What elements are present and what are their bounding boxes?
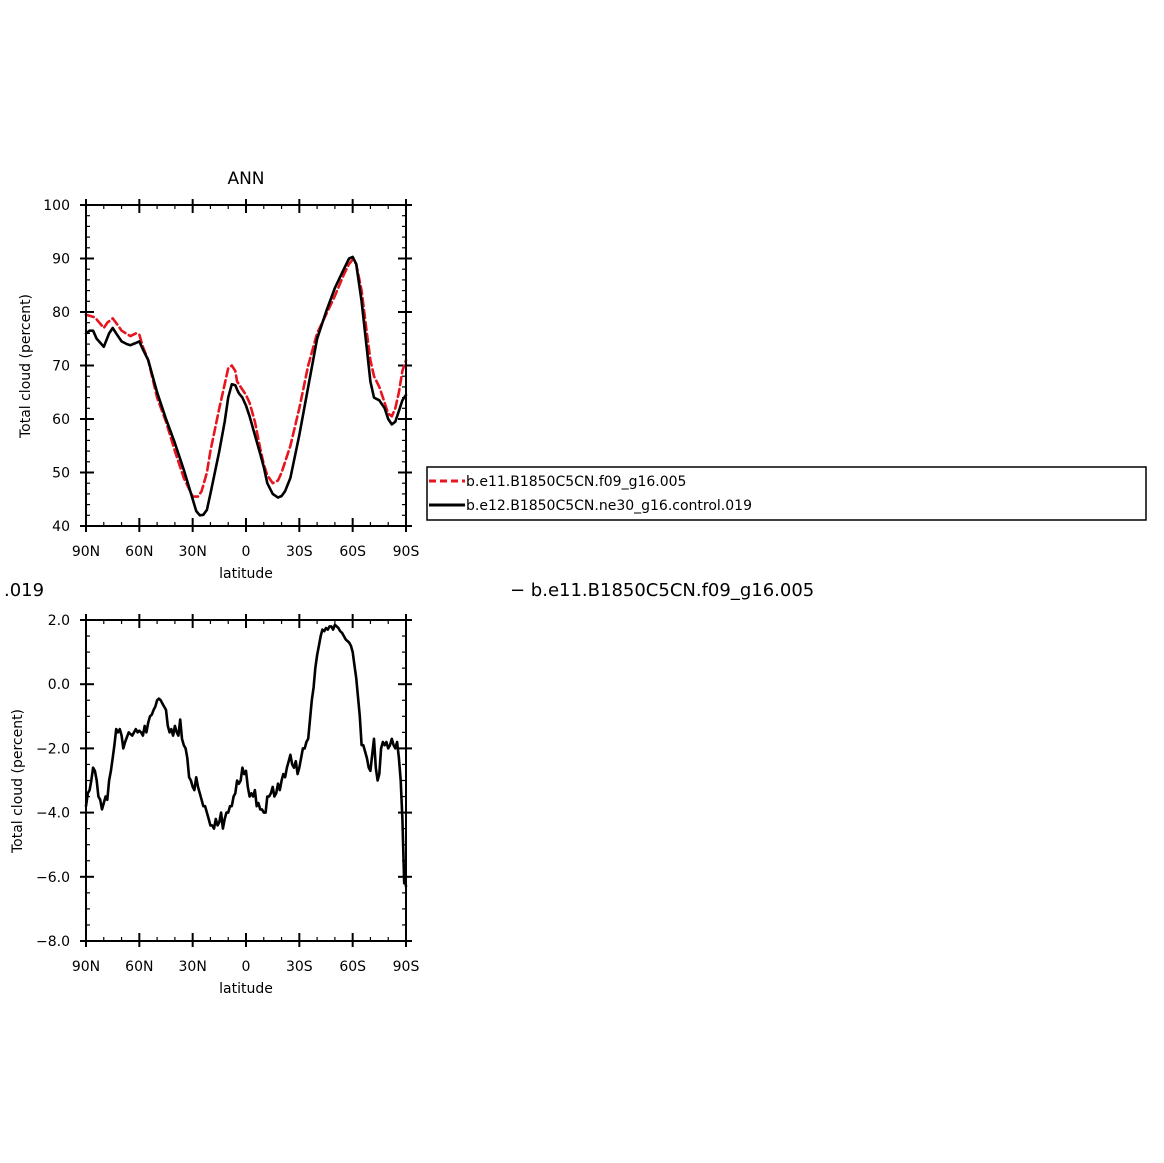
panel1-series (84, 255, 408, 517)
y-tick-label: 80 (52, 305, 70, 321)
y-tick-label: 50 (52, 466, 70, 482)
y-tick-label: −2.0 (36, 741, 70, 757)
x-tick-label: 60S (339, 959, 366, 975)
x-tick-label: 0 (242, 544, 251, 560)
top-panel: ANN 90N 60N 30N 0 30S 60S 90S 405060708090100 … (18, 169, 419, 582)
x-tick-label: 90N (72, 544, 100, 560)
x-tick-label: 30N (179, 959, 207, 975)
x-tick-label: 90S (393, 959, 420, 975)
panel1-y-tick-labels: 40 50 60 70 80 90 100 (43, 198, 70, 535)
x-tick-label: 60N (125, 959, 153, 975)
y-tick-label: 2.0 (48, 613, 70, 629)
y-tick-label: 70 (52, 359, 70, 375)
panel1-ticks (80, 199, 412, 532)
y-tick-label: 90 (52, 252, 70, 268)
series-line-1 (84, 258, 408, 498)
legend-box (426, 466, 1147, 521)
x-tick-label: 30S (286, 959, 313, 975)
panel2-plot-frame (85, 619, 407, 942)
header-right-text: − b.e11.B1850C5CN.f09_g16.005 (510, 580, 814, 601)
x-tick-label: 0 (242, 959, 251, 975)
y-tick-label: 40 (52, 519, 70, 535)
header-left-text: .019 (4, 580, 44, 601)
x-tick-label: 90S (393, 544, 420, 560)
panel1-x-tick-labels: 90N 60N 30N 0 30S 60S 90S (72, 544, 420, 560)
y-tick-label: −4.0 (36, 806, 70, 822)
y-tick-label: 100 (43, 198, 70, 214)
panel2-x-axis-title: latitude (219, 981, 273, 997)
series-line-2 (84, 255, 408, 517)
x-tick-label: 60N (125, 544, 153, 560)
x-tick-label: 30S (286, 544, 313, 560)
y-tick-label: 60 (52, 412, 70, 428)
panel2-series (84, 623, 408, 888)
panel2-y-tick-labels: −8.0 −6.0 −4.0 −2.0 0.0 2.0 (36, 613, 70, 950)
legend-label-series-1: b.e11.B1850C5CN.f09_g16.005 (466, 474, 686, 490)
panel1-plot-frame (85, 204, 407, 527)
legend: b.e11.B1850C5CN.f09_g16.005 b.e12.B1850C… (426, 466, 1147, 521)
y-tick-label: −6.0 (36, 870, 70, 886)
x-tick-label: 30N (179, 544, 207, 560)
series-line-1 (84, 623, 408, 888)
panel2-y-axis-title: Total cloud (percent) (10, 709, 26, 854)
panel1-y-axis-title: Total cloud (percent) (18, 294, 34, 439)
x-tick-label: 60S (339, 544, 366, 560)
panel1-title: ANN (227, 169, 264, 189)
panel2-x-tick-labels: 90N 60N 30N 0 30S 60S 90S (72, 959, 420, 975)
bottom-panel: 90N 60N 30N 0 30S 60S 90S −8.0 −6.0 −4.0 −2.0 0.0 2… (10, 613, 419, 997)
legend-label-series-2: b.e12.B1850C5CN.ne30_g16.control.019 (466, 498, 752, 514)
panel1-x-axis-title: latitude (219, 566, 273, 582)
y-tick-label: −8.0 (36, 934, 70, 950)
x-tick-label: 90N (72, 959, 100, 975)
y-tick-label: 0.0 (48, 677, 70, 693)
